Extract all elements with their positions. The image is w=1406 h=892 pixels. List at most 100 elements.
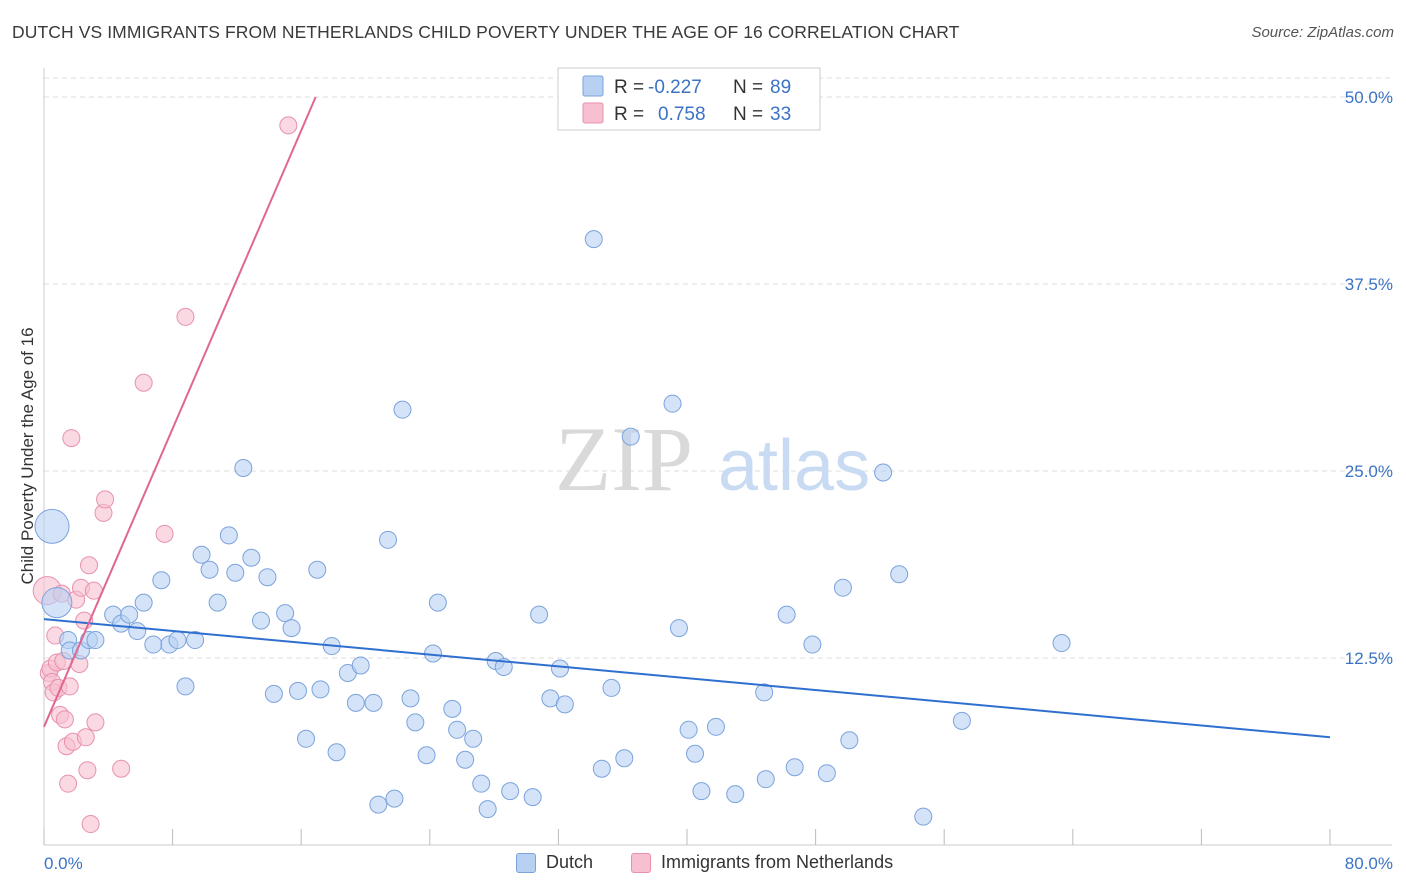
legend-r-label-2: R =: [614, 104, 644, 125]
dutch-point-20: [208, 593, 227, 612]
immigrants-point-30: [134, 373, 153, 392]
dutch-point-46: [417, 746, 436, 765]
dutch-point-33: [311, 680, 330, 699]
legend-r-value-2: 0.758: [658, 104, 706, 125]
dutch-point-10: [128, 622, 147, 641]
legend-n-value-2: 33: [770, 104, 791, 125]
watermark: ZIP atlas: [555, 408, 870, 510]
dutch-point-18: [192, 545, 211, 564]
dutch-point-24: [242, 548, 261, 567]
immigrants-point-24: [81, 815, 100, 834]
dutch-point-11: [134, 593, 153, 612]
dutch-point-78: [785, 758, 804, 777]
immigrants-point-21: [76, 728, 95, 747]
dutch-point-28: [276, 604, 295, 623]
legend-r-label-1: R =: [614, 77, 644, 98]
dutch-point-13: [152, 571, 171, 590]
x-tick-label-0: 0.0%: [44, 854, 83, 873]
x-tick-label-1: 80.0%: [1345, 854, 1393, 873]
dutch-point-81: [833, 578, 852, 597]
dutch-point-86: [952, 711, 971, 730]
bottom-legend-label-immigrants: Immigrants from Netherlands: [661, 852, 894, 872]
legend-n-value-1: 89: [770, 77, 791, 98]
dutch-point-30: [288, 681, 307, 700]
legend-r-value-1: -0.227: [648, 77, 702, 98]
dutch-swatch-icon: [516, 852, 536, 873]
trend-lines: [43, 96, 1331, 739]
dutch-point-26: [258, 568, 277, 587]
dutch-point-41: [379, 530, 398, 549]
dutch-point-67: [621, 427, 640, 446]
dutch-point-38: [351, 656, 370, 675]
dutch-point-84: [890, 565, 909, 584]
dutch-point-77: [777, 605, 796, 624]
y-tick-label-1: 25.0%: [1345, 462, 1393, 481]
dutch-point-66: [615, 749, 634, 768]
y-tick-label-2: 37.5%: [1345, 275, 1393, 294]
watermark-zip: ZIP: [555, 408, 693, 510]
dutch-point-63: [584, 230, 603, 249]
dutch-point-87: [1052, 634, 1071, 653]
immigrants-point-32: [176, 307, 195, 326]
dutch-point-70: [679, 720, 698, 739]
legend-swatch-dutch: [582, 75, 604, 97]
dutch-point-21: [219, 526, 238, 545]
dutch-point-50: [448, 720, 467, 739]
dutch-point-44: [401, 689, 420, 708]
source-label: Source: ZipAtlas.com: [1251, 24, 1394, 41]
dutch-point-9: [120, 605, 139, 624]
tick-labels: 12.5% 25.0% 37.5% 50.0% 0.0% 80.0%: [44, 88, 1393, 873]
dutch-point-58: [523, 788, 542, 807]
dutch-point-65: [602, 678, 621, 697]
dutch-point-51: [456, 750, 475, 769]
dutch-point-19: [200, 560, 219, 579]
immigrants-swatch-icon: [631, 852, 651, 873]
dutch-point-12: [144, 635, 163, 654]
bottom-legend-item-immigrants: Immigrants from Netherlands: [631, 852, 893, 873]
dutch-point-32: [308, 560, 327, 579]
immigrants-point-28: [96, 490, 115, 509]
dutch-point-52: [464, 729, 483, 748]
dutch-point-29: [282, 619, 301, 638]
dutch-point-74: [726, 785, 745, 804]
immigrants-point-23: [80, 556, 99, 575]
immigrants-point-29: [112, 759, 131, 778]
immigrants-point-11: [55, 710, 74, 729]
dutch-point-83: [874, 463, 893, 482]
immigrants-trend-line: [43, 96, 317, 728]
legend-n-label-1: N =: [733, 77, 763, 98]
dutch-point-71: [686, 744, 705, 763]
legend-n-label-2: N =: [733, 104, 763, 125]
dutch-point-49: [443, 699, 462, 718]
chart-title: DUTCH VS IMMIGRANTS FROM NETHERLANDS CHI…: [12, 22, 960, 42]
dutch-point-72: [692, 782, 711, 801]
dutch-point-64: [592, 759, 611, 778]
dutch-point-75: [755, 683, 774, 702]
dutch-trend-line: [43, 618, 1331, 739]
grid: [44, 77, 1392, 659]
dutch-point-57: [501, 782, 520, 801]
dutch-point-23: [234, 459, 253, 478]
dutch-point-16: [176, 677, 195, 696]
bottom-legend: Dutch Immigrants from Netherlands: [0, 852, 1406, 878]
dutch-point-27: [264, 684, 283, 703]
dutch-point-0: [34, 508, 70, 544]
dutch-point-68: [663, 394, 682, 413]
dutch-point-79: [803, 635, 822, 654]
dutch-point-80: [817, 764, 836, 783]
immigrants-point-33: [279, 116, 298, 135]
dutch-point-37: [346, 693, 365, 712]
immigrants-point-26: [86, 713, 105, 732]
y-tick-label-3: 50.0%: [1345, 88, 1393, 107]
dutch-point-54: [478, 800, 497, 819]
dutch-point-6: [86, 631, 105, 650]
dutch-point-73: [706, 717, 725, 736]
data-points: [32, 116, 1071, 834]
axes: [43, 68, 1392, 846]
y-tick-label-0: 12.5%: [1345, 649, 1393, 668]
dutch-point-45: [406, 713, 425, 732]
immigrants-point-22: [78, 761, 97, 780]
dutch-point-59: [530, 605, 549, 624]
bottom-legend-item-dutch: Dutch: [516, 852, 593, 873]
dutch-point-22: [226, 563, 245, 582]
